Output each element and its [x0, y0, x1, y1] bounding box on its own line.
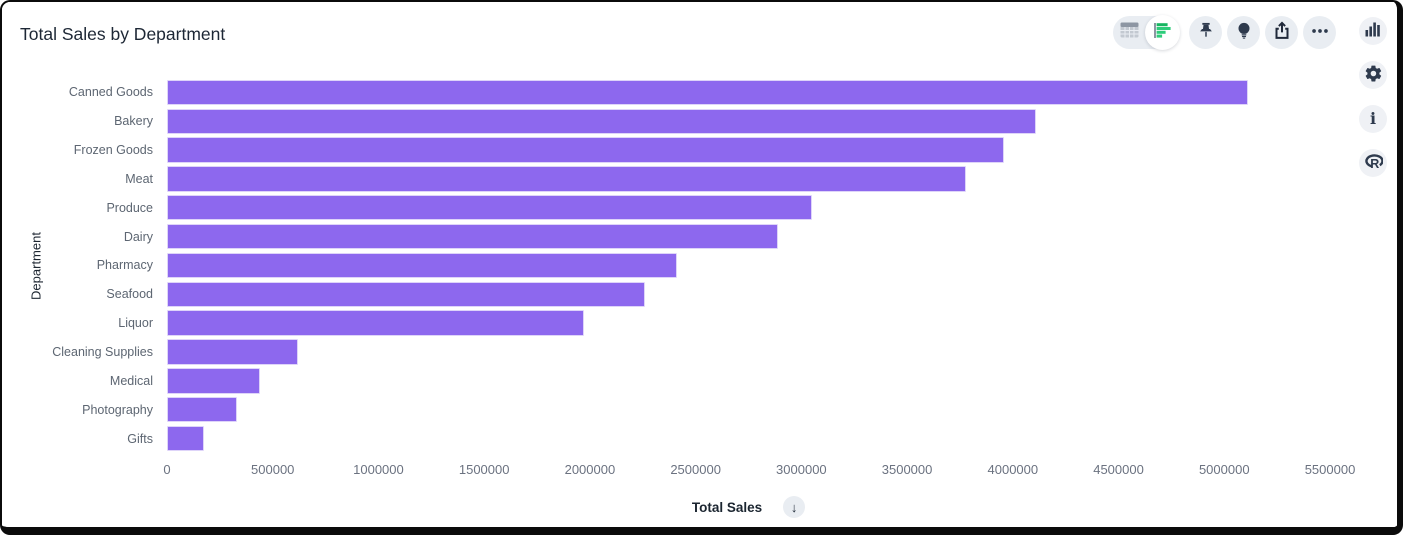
category-label: Cleaning Supplies — [52, 345, 153, 360]
bar[interactable] — [167, 166, 967, 192]
x-tick-label: 0 — [163, 462, 171, 477]
bar[interactable] — [167, 425, 204, 452]
bars-area: Canned Goods Bakery Frozen Goods Meat Produc… — [2, 78, 1342, 453]
x-tick-label: 4500000 — [1093, 462, 1144, 477]
insights-button[interactable] — [1227, 16, 1260, 49]
category-label: Meat — [125, 171, 153, 186]
x-tick-label: 500000 — [251, 462, 295, 477]
bar-row: Produce — [2, 193, 1342, 222]
category-label: Gifts — [127, 431, 153, 446]
bar-row: Canned Goods — [2, 78, 1342, 107]
bar-row: Photography — [2, 395, 1342, 424]
svg-text:R: R — [1370, 157, 1379, 170]
x-axis-title-group: Total Sales ↓ — [167, 495, 1330, 519]
category-label: Frozen Goods — [73, 143, 153, 158]
pin-button[interactable] — [1189, 16, 1222, 49]
category-label: Produce — [106, 200, 153, 215]
bar-row: Medical — [2, 366, 1342, 395]
x-tick-label: 5500000 — [1304, 462, 1356, 477]
r-language-button[interactable]: R — [1359, 149, 1387, 177]
x-axis-title: Total Sales — [691, 499, 763, 515]
x-tick-label: 1000000 — [353, 462, 404, 477]
category-label: Photography — [82, 402, 153, 417]
x-tick-label: 2500000 — [670, 462, 721, 477]
bar-row: Cleaning Supplies — [2, 338, 1342, 367]
right-sidebar: i R — [1359, 17, 1387, 177]
bar[interactable] — [167, 137, 1005, 163]
bar[interactable] — [167, 339, 299, 365]
bar[interactable] — [167, 223, 779, 250]
info-button[interactable]: i — [1359, 105, 1387, 133]
ellipsis-icon — [1309, 20, 1331, 45]
bar[interactable] — [167, 108, 1037, 134]
toolbar — [1113, 15, 1336, 50]
arrow-down-icon: ↓ — [790, 499, 798, 515]
bar-chart-icon — [1365, 22, 1381, 40]
info-icon: i — [1369, 109, 1377, 128]
category-label: Pharmacy — [96, 258, 153, 273]
bar-row: Gifts — [2, 424, 1342, 453]
bar-row: Dairy — [2, 222, 1342, 251]
sort-descending-button[interactable]: ↓ — [783, 496, 806, 518]
table-grid-icon — [1120, 22, 1139, 43]
x-tick-label: 3500000 — [881, 462, 933, 477]
table-view-button[interactable] — [1113, 16, 1146, 49]
x-tick-label: 2000000 — [564, 462, 616, 477]
category-label: Dairy — [123, 229, 153, 244]
share-export-icon — [1271, 20, 1293, 45]
lightbulb-icon — [1233, 20, 1255, 45]
bar-row: Bakery — [2, 107, 1342, 136]
chart-view-button[interactable] — [1145, 15, 1180, 50]
category-label: Liquor — [118, 316, 153, 331]
x-tick-label: 1500000 — [458, 462, 510, 477]
visualization-button[interactable] — [1359, 17, 1387, 45]
category-label: Medical — [109, 373, 153, 388]
bar-row: Liquor — [2, 309, 1342, 338]
horizontal-bar-chart-icon — [1153, 22, 1172, 44]
bar[interactable] — [167, 397, 237, 423]
page-title: Total Sales by Department — [20, 24, 226, 44]
pushpin-icon — [1195, 20, 1217, 45]
bar[interactable] — [167, 310, 584, 336]
bar[interactable] — [167, 195, 812, 221]
bar-row: Seafood — [2, 280, 1342, 309]
x-tick-label: 4000000 — [987, 462, 1039, 477]
settings-button[interactable] — [1359, 61, 1387, 89]
category-label: Bakery — [114, 114, 153, 129]
bar-row: Meat — [2, 165, 1342, 194]
more-options-button[interactable] — [1303, 16, 1336, 49]
share-button[interactable] — [1265, 16, 1298, 49]
r-logo-icon: R — [1363, 153, 1384, 173]
bar[interactable] — [167, 252, 677, 279]
bar-row: Pharmacy — [2, 251, 1342, 280]
bar[interactable] — [167, 79, 1248, 106]
x-axis-ticks: 0 500000 1000000 1500000 2000000 2500000 30000… — [163, 462, 1355, 480]
category-label: Seafood — [106, 287, 153, 302]
x-tick-label: 5000000 — [1198, 462, 1250, 477]
x-tick-label: 3000000 — [776, 462, 827, 477]
category-label: Canned Goods — [68, 85, 153, 100]
bar[interactable] — [167, 368, 261, 394]
gear-icon — [1364, 64, 1383, 86]
chart-card: Total Sales by Department — [2, 2, 1397, 527]
bar[interactable] — [167, 281, 645, 308]
bar-row: Frozen Goods — [2, 136, 1342, 165]
view-toggle — [1113, 15, 1180, 50]
